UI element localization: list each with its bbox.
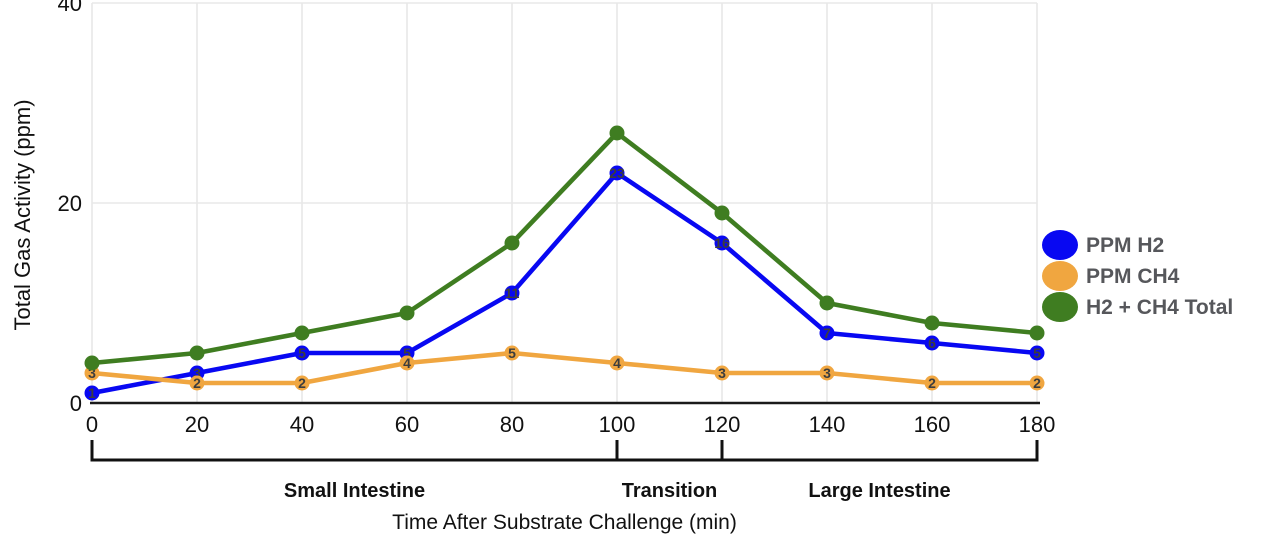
x-tick-label: 140	[809, 412, 846, 437]
data-point-label: 16	[714, 235, 730, 251]
data-point-label: 4	[403, 355, 411, 371]
y-axis-title: Total Gas Activity (ppm)	[10, 99, 35, 330]
region-label-small-intestine: Small Intestine	[284, 480, 425, 502]
data-point	[504, 235, 520, 251]
region-label-transition: Transition	[622, 480, 718, 502]
data-point	[294, 325, 310, 341]
region-label-large-intestine: Large Intestine	[808, 480, 950, 502]
series-line-ppm-ch4	[89, 350, 1040, 386]
data-point	[189, 375, 205, 391]
data-point	[1029, 345, 1045, 361]
data-point-label: 3	[193, 365, 201, 381]
x-tick-label: 160	[914, 412, 951, 437]
data-point	[609, 125, 625, 141]
data-point-label: 3	[88, 365, 96, 381]
data-point-label: 5	[403, 345, 411, 361]
data-point-label: 2	[928, 375, 936, 391]
data-point	[714, 365, 730, 381]
y-tick-label: 20	[58, 191, 82, 216]
x-tick-label: 0	[86, 412, 98, 437]
data-point	[714, 235, 730, 251]
data-point-label: 5	[508, 345, 516, 361]
legend-label: PPM CH4	[1086, 265, 1180, 288]
x-tick-label: 40	[290, 412, 314, 437]
data-point-label: 4	[613, 355, 621, 371]
data-point	[609, 355, 625, 371]
data-point	[399, 305, 415, 321]
data-point-label: 3	[718, 365, 726, 381]
legend-item-ppm-ch4: PPM CH4	[1042, 261, 1180, 291]
data-point	[924, 335, 940, 351]
x-tick-label: 100	[599, 412, 636, 437]
legend-swatch-icon	[1042, 292, 1078, 322]
legend-label: H2 + CH4 Total	[1086, 296, 1233, 319]
legend-item-h2-ch4-total: H2 + CH4 Total	[1042, 292, 1233, 322]
data-point	[714, 205, 730, 221]
data-point-label: 7	[823, 325, 831, 341]
region-bracket	[90, 440, 1039, 462]
data-point	[1029, 375, 1045, 391]
data-point-label: 2	[1033, 375, 1041, 391]
data-point	[84, 355, 100, 371]
legend-item-ppm-h2: PPM H2	[1042, 230, 1164, 260]
data-point	[819, 295, 835, 311]
data-point	[189, 345, 205, 361]
x-tick-label: 120	[704, 412, 741, 437]
data-point	[609, 165, 625, 181]
x-tick-label: 180	[1019, 412, 1056, 437]
data-point	[504, 285, 520, 301]
data-point	[294, 375, 310, 391]
y-tick-label: 0	[70, 391, 82, 416]
legend-swatch-icon	[1042, 230, 1078, 260]
data-point-label: 5	[1033, 345, 1041, 361]
data-point-label: 6	[928, 335, 936, 351]
legend-swatch-icon	[1042, 261, 1078, 291]
data-point-label: 23	[609, 165, 625, 181]
data-point-label: 11	[505, 285, 520, 301]
x-axis-title: Time After Substrate Challenge (min)	[392, 511, 737, 534]
data-point	[819, 325, 835, 341]
data-point	[399, 355, 415, 371]
x-tick-label: 60	[395, 412, 419, 437]
data-point	[504, 345, 520, 361]
data-point-label: 3	[823, 365, 831, 381]
data-point	[84, 385, 100, 401]
data-point-label: 1	[88, 385, 96, 401]
x-tick-label: 20	[185, 412, 209, 437]
data-point-label: 2	[193, 375, 201, 391]
legend-label: PPM H2	[1086, 234, 1164, 257]
series-line-h2-ch4-total	[89, 130, 1040, 366]
data-point-label: 2	[298, 375, 306, 391]
x-tick-label: 80	[500, 412, 524, 437]
data-point-label: 5	[298, 345, 306, 361]
data-point	[294, 345, 310, 361]
series-line-ppm-h2	[89, 170, 1040, 396]
data-point	[819, 365, 835, 381]
data-point	[924, 375, 940, 391]
data-point	[924, 315, 940, 331]
y-tick-label: 40	[58, 0, 82, 16]
data-point	[1029, 325, 1045, 341]
